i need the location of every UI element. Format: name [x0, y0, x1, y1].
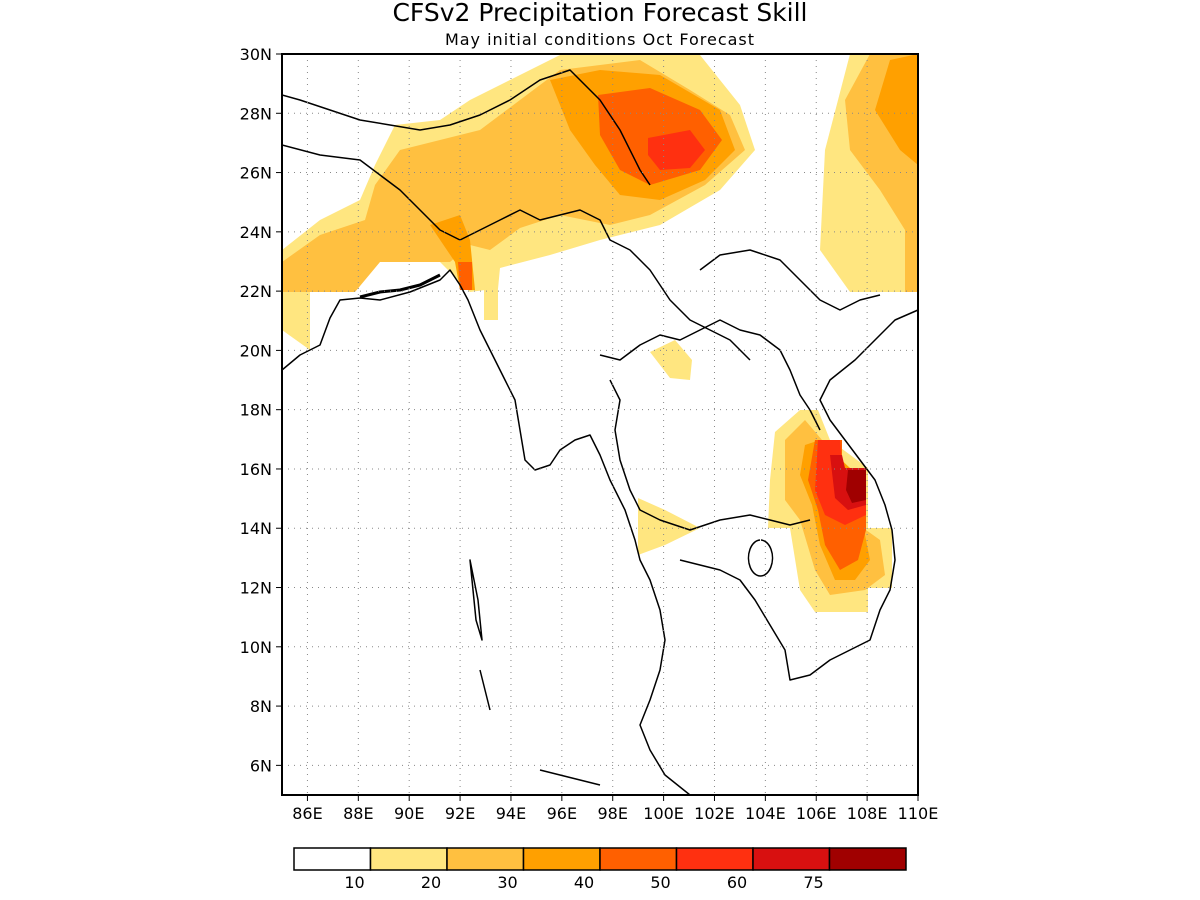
western-coastline: [282, 269, 691, 795]
eastern-coastline: [679, 309, 918, 681]
laos-thai-border: [599, 319, 821, 431]
contour-level-75-vietnam: [846, 470, 866, 503]
lat-tick-label: 16N: [240, 460, 272, 479]
lon-tick-label: 98E: [597, 804, 627, 823]
lon-tick-label: 94E: [496, 804, 526, 823]
contour-level-50-yunnan: [648, 130, 705, 170]
longitude-tick-labels: 86E 88E 90E 92E 94E 96E 98E 100E 102E 104E 106E 108…: [292, 795, 938, 823]
lon-tick-label: 110E: [898, 804, 939, 823]
map-title: CFSv2 Precipitation Forecast Skill: [392, 0, 807, 27]
tonle-sap-lake: [747, 539, 774, 577]
lon-tick-label: 106E: [796, 804, 837, 823]
lat-tick-label: 26N: [240, 164, 272, 183]
lon-tick-label: 96E: [547, 804, 577, 823]
colorbar: 10 20 30 40 50 60 75: [293, 847, 907, 892]
lon-tick-label: 104E: [745, 804, 786, 823]
latitude-tick-labels: 6N 8N 10N 12N 14N 16N 18N 20N 22N 24N 26N 28N 30N: [240, 45, 282, 775]
sumatra-tip: [539, 769, 601, 786]
map-frame: [281, 53, 919, 796]
lat-tick-label: 30N: [240, 45, 272, 64]
nicobar-islands: [479, 669, 491, 711]
myanmar-northern-border: [282, 144, 751, 361]
andaman-islands: [469, 559, 483, 641]
map-subtitle: May initial conditions Oct Forecast: [445, 30, 755, 49]
china-laos-border: [699, 249, 881, 311]
contour-level-30-china-east: [875, 54, 918, 165]
lon-tick-label: 92E: [445, 804, 475, 823]
contour-level-10-myanmar-strip: [484, 290, 498, 320]
colorbar-label: 10: [344, 873, 364, 892]
colorbar-label: 40: [574, 873, 594, 892]
lat-tick-label: 18N: [240, 401, 272, 420]
lat-tick-label: 12N: [240, 579, 272, 598]
colorbar-swatch: [599, 847, 678, 871]
himalaya-border: [282, 69, 651, 186]
plot-area: [282, 54, 918, 795]
contour-level-40-india: [458, 262, 472, 290]
colorbar-label: 20: [421, 873, 441, 892]
ganges-delta-coast: [359, 273, 441, 299]
lon-tick-label: 86E: [292, 804, 322, 823]
lon-tick-label: 102E: [694, 804, 735, 823]
colorbar-swatch: [293, 847, 372, 871]
skill-contours: [282, 54, 918, 612]
thailand-cambodia-border: [609, 379, 811, 531]
lat-tick-label: 24N: [240, 223, 272, 242]
lat-tick-label: 14N: [240, 519, 272, 538]
lon-tick-label: 88E: [343, 804, 373, 823]
colorbar-swatch: [369, 847, 448, 871]
coastlines-and-borders: [282, 69, 918, 795]
lon-tick-label: 100E: [643, 804, 684, 823]
contour-level-10-thailand: [638, 498, 700, 555]
colorbar-swatch: [752, 847, 831, 871]
colorbar-swatch: [828, 847, 907, 871]
lat-tick-label: 28N: [240, 104, 272, 123]
lat-tick-label: 6N: [250, 756, 272, 775]
lat-tick-label: 8N: [250, 697, 272, 716]
colorbar-label: 60: [727, 873, 747, 892]
colorbar-label: 30: [497, 873, 517, 892]
lat-tick-label: 20N: [240, 341, 272, 360]
lat-tick-label: 22N: [240, 282, 272, 301]
lon-tick-label: 90E: [394, 804, 424, 823]
lon-tick-label: 108E: [847, 804, 888, 823]
colorbar-swatch: [675, 847, 754, 871]
lat-tick-label: 10N: [240, 638, 272, 657]
lat-lon-gridlines: [282, 54, 918, 795]
colorbar-label: 50: [650, 873, 670, 892]
colorbar-label: 75: [803, 873, 823, 892]
colorbar-swatch: [522, 847, 601, 871]
colorbar-swatch: [446, 847, 525, 871]
